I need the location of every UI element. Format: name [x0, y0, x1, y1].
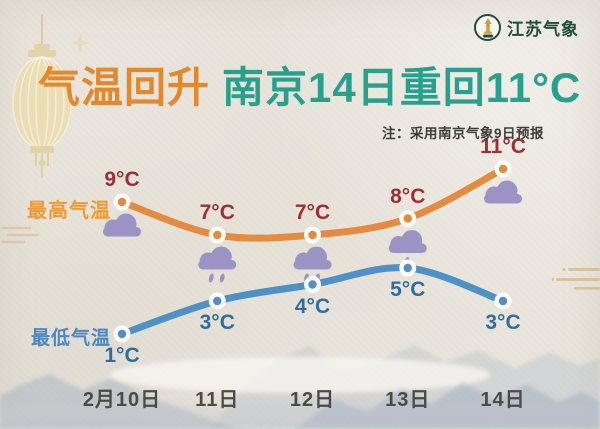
title-part2: 南京14日重回11°C: [222, 64, 582, 111]
data-point-min: [213, 296, 222, 306]
title-part1: 气温回升: [38, 64, 211, 111]
cloud-motif-decoration: [0, 226, 40, 244]
x-axis-label: 11日: [195, 389, 240, 411]
sparkle-decoration: [70, 33, 90, 53]
temp-label-min: 4°C: [294, 294, 331, 318]
brand: 江苏气象: [474, 14, 579, 41]
data-point-max: [308, 230, 317, 240]
x-axis-label: 2月10日: [82, 389, 162, 411]
gold-lines-decoration: [552, 267, 600, 290]
temp-label-min: 1°C: [104, 344, 140, 367]
legend-max-temp: 最高气温: [27, 200, 111, 222]
data-point-max: [117, 197, 127, 207]
forecast-note: 注：采用南京气象9日预报: [381, 126, 544, 141]
lantern-decoration: [12, 14, 72, 178]
temp-label-max: 7°C: [199, 201, 235, 224]
temp-label-min: 3°C: [199, 311, 235, 334]
data-point-min: [308, 280, 317, 289]
temp-label-max: 7°C: [294, 201, 331, 224]
page-title: 气温回升 南京14日重回11°C: [38, 54, 581, 115]
temp-label-min: 3°C: [485, 311, 521, 334]
data-point-min: [403, 263, 412, 273]
weather-cloud-icon: [484, 180, 522, 204]
data-point-max: [498, 164, 508, 174]
weather-rain-icon: [293, 246, 332, 283]
data-point-max: [213, 230, 222, 240]
x-axis-label: 14日: [480, 389, 526, 411]
x-axis-label: 12日: [289, 389, 336, 411]
data-point-max: [403, 214, 412, 223]
weather-rain-icon: [198, 246, 237, 283]
temp-label-max: 11°C: [480, 135, 526, 158]
brand-name: 江苏气象: [507, 20, 579, 39]
temp-label-max: 8°C: [390, 184, 426, 208]
temp-label-max: 9°C: [104, 168, 140, 191]
legend-min-temp: 最低气温: [31, 328, 112, 349]
x-axis-label: 13日: [385, 389, 431, 411]
jiangsu-weather-logo-icon: [474, 14, 501, 41]
temp-label-min: 5°C: [390, 278, 426, 301]
data-point-min: [498, 296, 508, 306]
weather-cloud-icon: [103, 213, 141, 237]
data-point-min: [117, 329, 127, 339]
